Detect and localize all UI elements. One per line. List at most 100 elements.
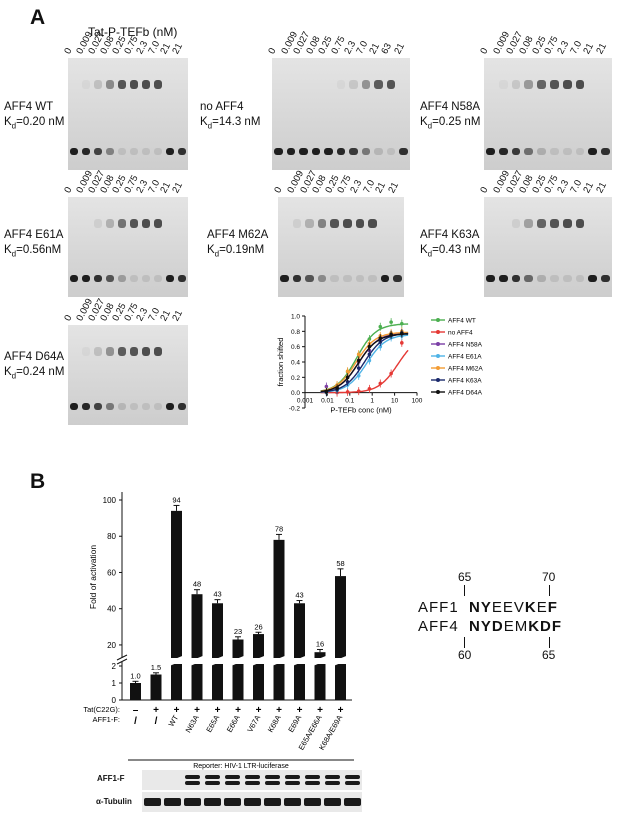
tat-row-symbol: + — [276, 705, 282, 716]
kd-subscript: d — [11, 121, 17, 131]
bar-upper — [273, 539, 285, 658]
data-point — [345, 390, 350, 394]
free-probe-band — [399, 148, 408, 155]
shifted-complex-band — [374, 80, 383, 89]
legend-swatch-marker — [436, 330, 440, 334]
tubulin-band — [304, 798, 321, 806]
lane-label: 0 — [62, 46, 75, 56]
bottom-number-left: 60 — [458, 648, 472, 662]
y-tick-label: 100 — [103, 496, 117, 505]
free-probe-band — [330, 275, 339, 282]
lane-label: 0 — [62, 313, 75, 323]
data-point — [345, 369, 350, 373]
bar-break — [208, 654, 227, 665]
bar — [130, 683, 141, 700]
data-point — [356, 389, 361, 393]
x-tick-label: 0.01 — [321, 398, 334, 405]
bar-upper — [191, 594, 203, 658]
free-probe-band — [94, 275, 102, 282]
aff1-f-band — [185, 781, 200, 785]
aff1-seq-part: EEV — [491, 599, 525, 616]
free-probe-band — [305, 275, 314, 282]
bar-break — [270, 658, 288, 667]
shifted-complex-band — [305, 219, 314, 228]
aff1-f-blot-label: AFF1-F — [97, 774, 125, 783]
data-point — [345, 375, 350, 380]
free-probe-band — [498, 148, 508, 155]
tubulin-band — [324, 798, 341, 806]
gel-kd: Kd=0.25 nM — [420, 115, 480, 133]
aff1-f-band — [325, 781, 340, 785]
lane-label: 21 — [170, 308, 185, 323]
free-probe-band — [524, 275, 534, 282]
y-tick-label: 2 — [112, 662, 117, 671]
data-point — [367, 387, 372, 391]
bar-value-label: 26 — [254, 622, 262, 631]
top-number-left: 65 — [458, 570, 472, 584]
aff4-seq-part: NYD — [469, 618, 504, 635]
shifted-complex-band — [511, 80, 521, 89]
tat-row-symbol: + — [256, 705, 262, 716]
aff1-name: AFF1 — [418, 599, 459, 616]
shifted-complex-band — [142, 347, 150, 356]
free-probe-band — [575, 148, 585, 155]
top-tick-right — [549, 585, 550, 596]
series-curve — [320, 349, 409, 394]
free-probe-band — [154, 275, 162, 282]
kd-symbol: K — [207, 244, 215, 256]
tubulin-band — [344, 798, 361, 806]
x-tick-label: 0.1 — [345, 398, 354, 405]
lane-label: 21 — [593, 41, 609, 56]
shifted-complex-band — [82, 80, 90, 89]
bar-break — [188, 658, 206, 667]
tubulin-blot — [142, 792, 362, 812]
aff1-f-band — [265, 781, 280, 785]
shifted-complex-band — [336, 80, 346, 89]
tubulin-band — [244, 798, 261, 806]
free-probe-band — [130, 403, 138, 410]
bar-lower — [191, 664, 203, 700]
legend-swatch-marker — [436, 390, 440, 394]
shifted-complex-band — [118, 80, 126, 89]
tat-row-symbol: + — [153, 705, 159, 716]
shifted-complex-band — [130, 80, 138, 89]
free-probe-band — [118, 403, 126, 410]
x-tick-label: 10 — [391, 398, 399, 405]
tat-row-label: Tat(C22G): — [83, 705, 120, 714]
bar-lower — [335, 664, 346, 700]
series-curve — [320, 332, 409, 393]
y-tick-label: 0.2 — [291, 375, 300, 382]
bar-lower — [171, 664, 182, 700]
kd-subscript: d — [214, 249, 220, 259]
data-point — [400, 331, 404, 336]
data-point — [367, 352, 372, 357]
tat-row-symbol: – — [133, 705, 139, 716]
kd-symbol: K — [420, 244, 428, 256]
bar-lower — [294, 664, 305, 700]
x-axis-label: P-TEFb conc (nM) — [330, 406, 392, 415]
y-axis-label: Fold of activation — [88, 545, 98, 610]
shifted-complex-band — [537, 219, 546, 228]
y-tick-label: -0.2 — [289, 406, 301, 413]
y-tick-label: 0.0 — [291, 390, 300, 397]
sequence-alignment: 65 70 AFF1 NYEEVKEF AFF4 NYDEMKDF 60 65 — [418, 570, 608, 662]
kd-subscript: d — [207, 121, 213, 131]
free-probe-band — [393, 275, 402, 282]
data-point — [389, 371, 393, 376]
bar-value-label: 94 — [172, 495, 180, 504]
legend-swatch-marker — [436, 354, 440, 358]
shifted-complex-band — [524, 80, 534, 89]
free-probe-band — [550, 148, 559, 155]
kd-value: =0.25 nM — [432, 116, 481, 128]
bottom-tick-left — [464, 637, 465, 648]
bar-value-label: 58 — [336, 559, 344, 568]
lane-label: 21 — [373, 180, 389, 195]
data-point — [324, 384, 329, 389]
free-probe-band — [130, 148, 138, 155]
tubulin-band — [264, 798, 281, 806]
aff4-seq-part: F — [551, 618, 563, 635]
shifted-complex-band — [524, 219, 534, 228]
kd-value: =14.3 nM — [212, 116, 261, 128]
free-probe-band — [511, 275, 521, 282]
y-axis-label: fraction shifted — [276, 338, 285, 387]
